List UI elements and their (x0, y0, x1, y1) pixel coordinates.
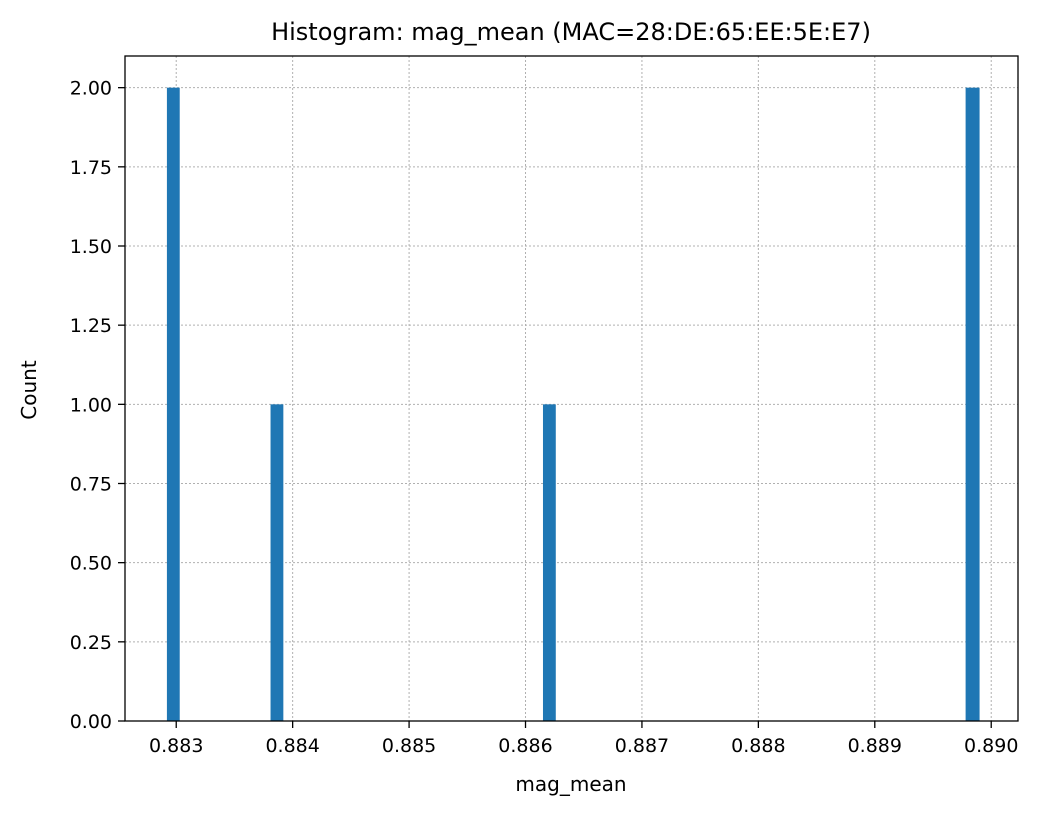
plot-frame (124, 55, 1019, 722)
y-tick-label: 1.00 (70, 394, 112, 416)
x-tick-label: 0.884 (265, 735, 319, 757)
x-tick-label: 0.889 (848, 735, 902, 757)
x-axis-label: mag_mean (515, 772, 626, 796)
y-tick-label: 1.25 (70, 315, 112, 337)
bars (166, 87, 980, 721)
x-tick-label: 0.890 (964, 735, 1018, 757)
x-tick-label: 0.886 (498, 735, 552, 757)
axis-ticks: 0.883 0.884 0.885 0.886 0.887 0.888 0.889 0.890… (70, 78, 1019, 757)
y-tick-label: 1.75 (70, 157, 112, 179)
x-tick-label: 0.885 (382, 735, 436, 757)
y-axis-label: Count (17, 360, 41, 420)
histogram-bar (166, 87, 180, 721)
histogram-bar (270, 404, 284, 721)
x-tick-label: 0.887 (615, 735, 669, 757)
x-tick-label: 0.883 (149, 735, 203, 757)
y-tick-label: 1.50 (70, 236, 112, 258)
histogram-bar (965, 87, 980, 721)
y-tick-label: 0.00 (70, 711, 112, 733)
y-tick-label: 0.75 (70, 474, 112, 496)
y-tick-label: 0.50 (70, 553, 112, 575)
chart-title: Histogram: mag_mean (MAC=28:DE:65:EE:5E:… (271, 18, 871, 46)
grid (125, 56, 1018, 722)
y-tick-label: 2.00 (70, 78, 112, 100)
y-tick-label: 0.25 (70, 632, 112, 654)
histogram-bar (542, 404, 556, 721)
x-tick-label: 0.888 (731, 735, 785, 757)
